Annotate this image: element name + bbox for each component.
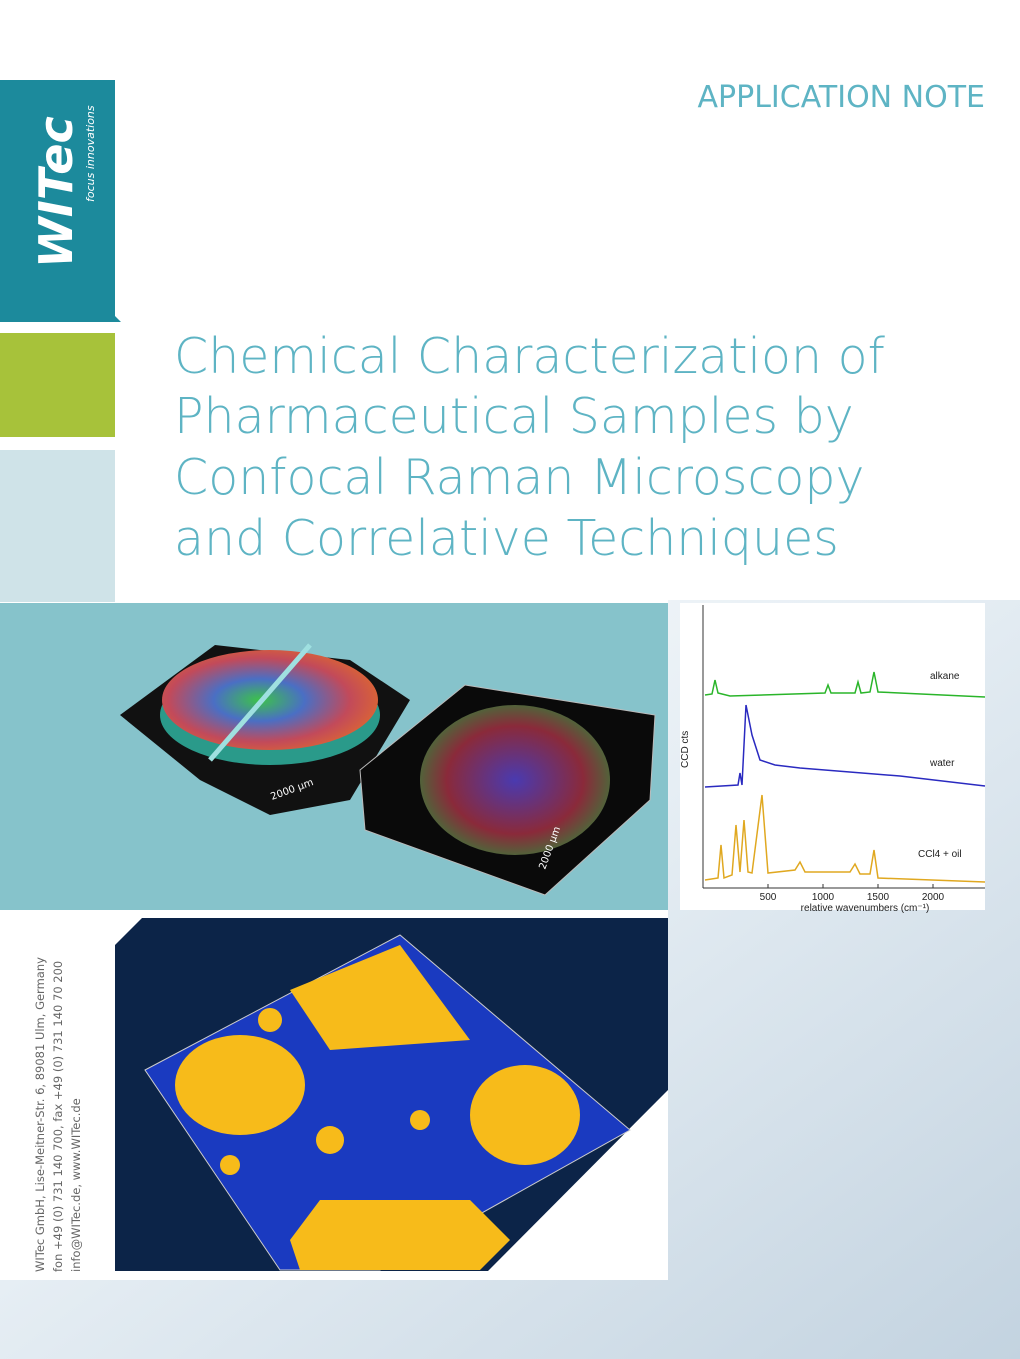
header-label: APPLICATION NOTE [697, 80, 985, 115]
title-line: Confocal Raman Microscopy [174, 449, 864, 506]
series-label: water [929, 758, 955, 769]
y-axis-label: CCD cts [680, 731, 691, 768]
particle [290, 945, 470, 1050]
tablet-top [162, 650, 378, 750]
address: WITec GmbH, Lise-Meitner-Str. 6, 89081 U… [33, 957, 83, 1272]
map-particles [420, 705, 610, 855]
x-tick-label: 1500 [867, 892, 890, 903]
title-line: Pharmaceutical Samples by [174, 388, 854, 445]
logo-tagline: focus innovations [84, 105, 97, 202]
bottom-figure [115, 918, 668, 1271]
particle [410, 1110, 430, 1130]
address-line: WITec GmbH, Lise-Meitner-Str. 6, 89081 U… [33, 957, 47, 1272]
particle [470, 1065, 580, 1165]
spectrum-figure: CCD cts alkane water CCl4 + oil 500 1000 1… [680, 603, 986, 914]
x-tick-label: 2000 [922, 892, 945, 903]
series-label: alkane [930, 671, 960, 682]
x-ticks: 500 1000 1500 2000 [760, 884, 945, 903]
x-tick-label: 1000 [812, 892, 835, 903]
spectrum-panel [680, 603, 985, 910]
spectrum-line [704, 794, 986, 883]
address-line: info@WITec.de, www.WITec.de [69, 1098, 83, 1272]
particle [175, 1035, 305, 1135]
title-line: Chemical Characterization of [174, 328, 886, 385]
particle [316, 1126, 344, 1154]
particle [258, 1008, 282, 1032]
x-axis-label: relative wavenumbers (cm⁻¹) [801, 903, 930, 914]
particle [290, 1200, 510, 1270]
tablet-figure: 2000 µm 2000 µm [0, 603, 668, 910]
address-line: fon +49 (0) 731 140 700, fax +49 (0) 731… [51, 961, 65, 1272]
series-label: CCl4 + oil [918, 849, 962, 860]
tablet-split [208, 643, 312, 762]
logo-name: WITec [29, 116, 83, 268]
title: Chemical Characterization of Pharmaceuti… [174, 328, 886, 567]
spectrum-line [704, 704, 986, 788]
spectrum-line [704, 671, 986, 698]
x-tick-label: 500 [760, 892, 777, 903]
particle [220, 1155, 240, 1175]
lime-block [0, 333, 115, 437]
light-block [0, 450, 115, 602]
logo-block [0, 80, 121, 322]
title-line: and Correlative Techniques [174, 510, 839, 567]
